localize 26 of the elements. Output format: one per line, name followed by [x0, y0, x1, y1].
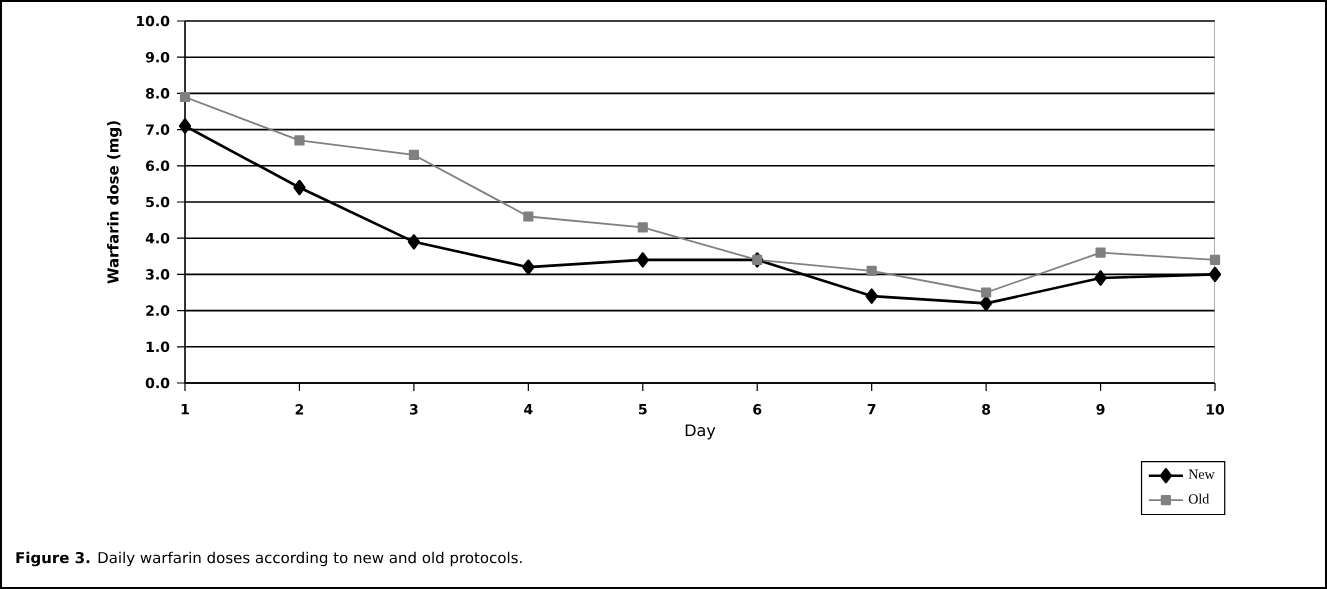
y-tick-label: 3.0 [146, 269, 170, 280]
y-tick-label: 10.0 [136, 15, 170, 27]
y-tick-label: 5.0 [146, 196, 170, 208]
legend-label: New [1188, 469, 1215, 479]
y-tick-label: 0.0 [145, 377, 170, 389]
x-tick-label: 2 [295, 404, 304, 415]
y-tick-label: 6.0 [146, 160, 170, 172]
legend-label: Old [1188, 493, 1210, 504]
y-tick-label: 9.0 [145, 51, 170, 63]
x-tick-label: 9 [1096, 404, 1105, 415]
x-tick-label: 3 [409, 404, 418, 415]
y-axis-title: Warfarin dose (mg) [107, 121, 122, 284]
x-tick-label: 5 [638, 404, 647, 415]
x-tick-label: 1 [181, 404, 189, 415]
x-tick-label: 4 [524, 404, 533, 415]
y-tick-label: 4.0 [145, 232, 170, 244]
y-tick-label: 7.0 [146, 124, 170, 135]
x-tick-label: 8 [982, 404, 991, 415]
x-tick-label: 6 [753, 404, 762, 415]
y-tick-label: 2.0 [146, 305, 170, 316]
y-tick-label: 1.0 [146, 341, 170, 353]
text: Figure 3. Daily warfarin doses according to new and old protocols. [16, 551, 522, 567]
x-tick-label: 10 [1206, 404, 1225, 415]
y-tick-label: 8.0 [145, 88, 170, 99]
x-tick-label: 7 [867, 404, 876, 415]
x-axis-title: Day [685, 424, 716, 440]
